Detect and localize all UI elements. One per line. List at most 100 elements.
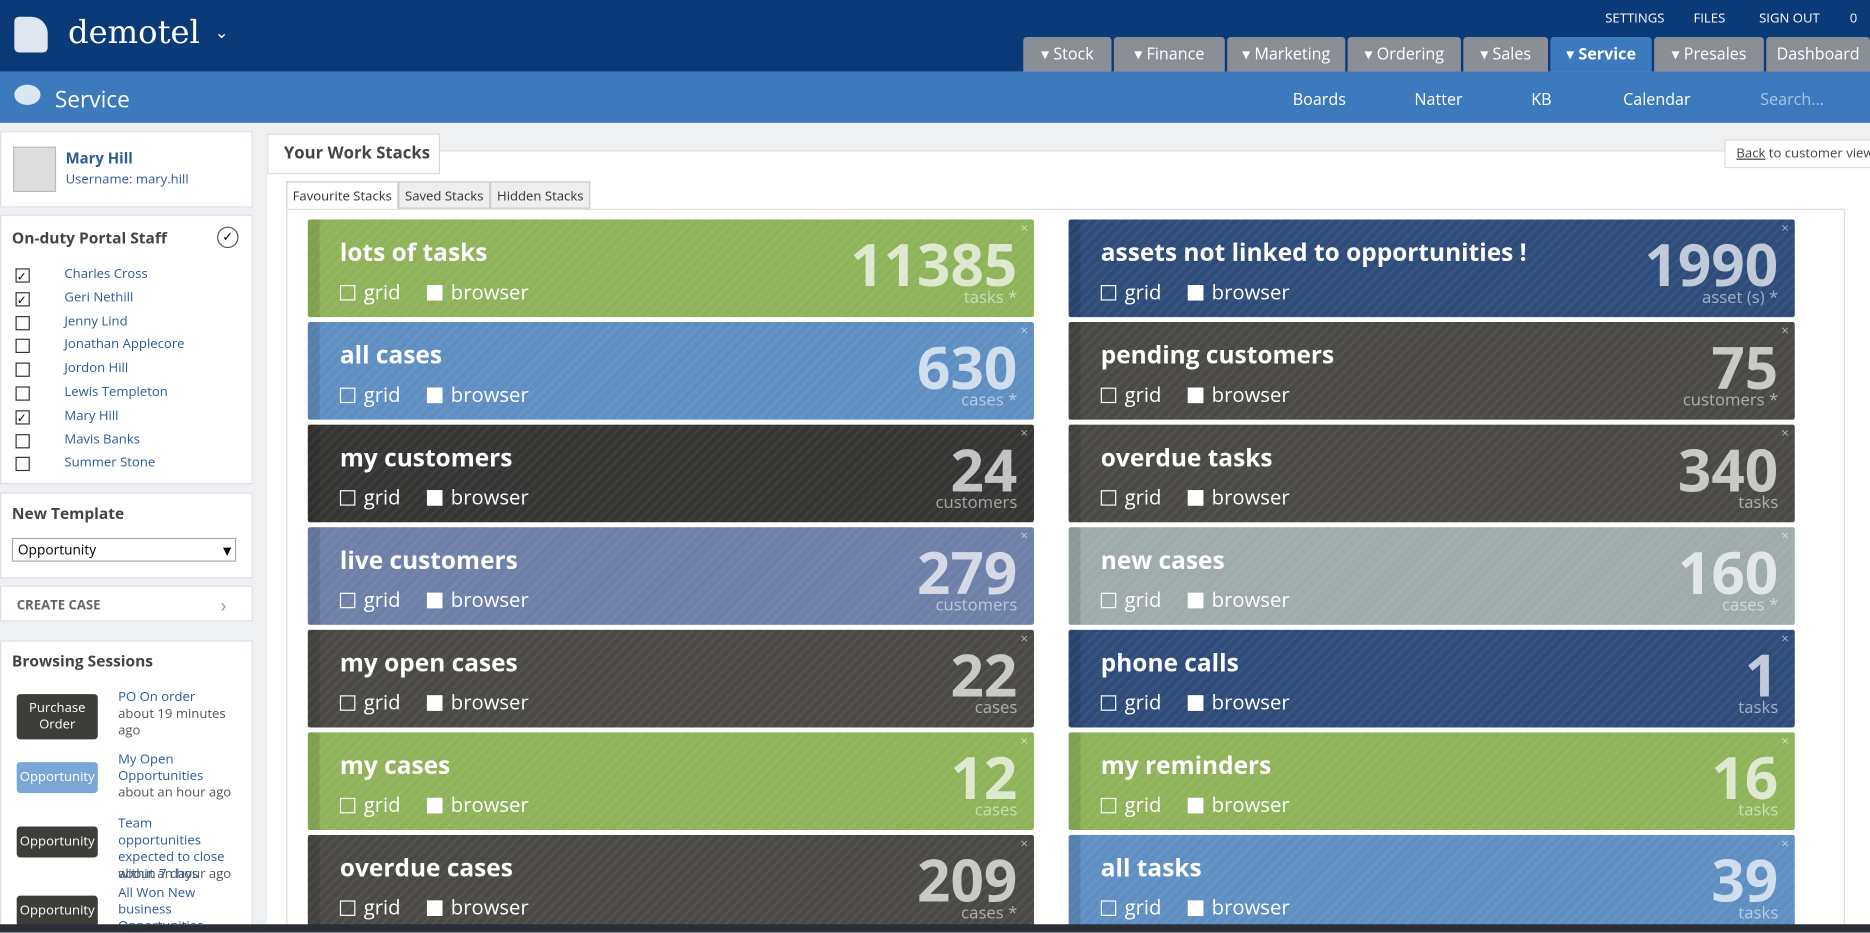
top-link[interactable]: SIGN OUT <box>1759 9 1820 28</box>
stack-option[interactable]: browser <box>426 688 529 716</box>
option-checkbox[interactable] <box>339 592 356 609</box>
stack-option[interactable]: browser <box>426 586 529 613</box>
stack-tab[interactable]: Favourite Stacks <box>286 181 399 209</box>
stack-tile[interactable]: all cases 630 cases * × grid browser <box>307 322 1034 420</box>
stack-tile[interactable]: my open cases 22 cases × grid browser <box>307 629 1034 728</box>
nav-tab[interactable]: ▾ Sales <box>1463 36 1548 72</box>
staff-name[interactable]: Mary Hill <box>64 406 119 425</box>
stack-option[interactable]: browser <box>426 483 529 510</box>
staff-name[interactable]: Jonathan Applecore <box>64 335 185 354</box>
stack-tile[interactable]: my customers 24 customers × grid browser <box>307 424 1034 523</box>
stack-tile[interactable]: my cases 12 cases × grid browser <box>307 732 1034 831</box>
stack-option[interactable]: browser <box>1187 380 1290 408</box>
staff-checkbox[interactable] <box>15 315 30 330</box>
staff-name[interactable]: Jenny Lind <box>64 311 128 330</box>
staff-name[interactable]: Jordon Hill <box>64 359 129 378</box>
stack-option[interactable]: grid <box>1100 278 1161 305</box>
session-text[interactable]: PO On order <box>118 688 196 707</box>
nav-tab[interactable]: Dashboard <box>1766 36 1870 72</box>
option-checkbox[interactable] <box>1187 592 1204 609</box>
session-badge[interactable]: Opportunity <box>16 895 98 927</box>
stack-option[interactable]: browser <box>426 893 529 921</box>
option-checkbox[interactable] <box>426 490 443 506</box>
staff-checkbox[interactable]: ✓ <box>15 410 30 425</box>
stack-option[interactable]: grid <box>339 586 401 613</box>
tool-link[interactable]: KB <box>1531 88 1552 110</box>
option-checkbox[interactable] <box>1187 900 1204 916</box>
nav-tab[interactable]: ▾ Stock <box>1023 36 1112 72</box>
stack-tile[interactable]: assets not linked to opportunities ! 1990… <box>1068 219 1795 318</box>
stack-option[interactable]: browser <box>426 278 529 305</box>
option-checkbox[interactable] <box>1187 490 1204 506</box>
nav-tab[interactable]: ▾ Ordering <box>1347 36 1461 72</box>
nav-tab[interactable]: ▾ Marketing <box>1227 36 1346 72</box>
stack-option[interactable]: grid <box>339 380 401 408</box>
stack-option[interactable]: browser <box>1187 791 1290 818</box>
option-checkbox[interactable] <box>426 285 443 301</box>
option-checkbox[interactable] <box>426 900 443 916</box>
staff-checkbox[interactable]: ✓ <box>15 268 30 283</box>
stack-option[interactable]: grid <box>339 893 401 921</box>
option-checkbox[interactable] <box>426 797 443 814</box>
top-link[interactable]: SETTINGS <box>1605 9 1665 28</box>
stack-tile[interactable]: pending customers 75 customers * × grid brows… <box>1068 322 1795 420</box>
option-checkbox[interactable] <box>339 387 356 404</box>
user-name[interactable]: Mary Hill <box>65 147 133 169</box>
nav-tab[interactable]: ▾ Presales <box>1654 36 1764 72</box>
stack-option[interactable]: browser <box>426 791 529 818</box>
option-checkbox[interactable] <box>339 490 356 506</box>
option-checkbox[interactable] <box>1100 900 1117 916</box>
option-checkbox[interactable] <box>1100 695 1117 711</box>
session-badge[interactable]: Opportunity <box>16 826 98 858</box>
stack-tab[interactable]: Hidden Stacks <box>490 181 591 209</box>
stack-option[interactable]: grid <box>1100 586 1161 613</box>
tool-link[interactable]: Natter <box>1414 88 1463 110</box>
back-link[interactable]: Back <box>1736 144 1766 163</box>
stack-option[interactable]: grid <box>1100 893 1161 921</box>
stack-tile[interactable]: all tasks 39 tasks × grid browser <box>1068 834 1795 933</box>
stack-tile[interactable]: lots of tasks 11385 tasks * × grid browser <box>307 219 1034 318</box>
session-text[interactable]: My Open Opportunities <box>118 750 204 785</box>
staff-checkbox[interactable] <box>15 339 30 354</box>
tool-link[interactable]: Calendar <box>1623 88 1691 110</box>
option-checkbox[interactable] <box>426 695 443 711</box>
staff-checkbox[interactable] <box>15 433 30 448</box>
staff-checkbox[interactable] <box>15 362 30 378</box>
option-checkbox[interactable] <box>339 285 356 301</box>
option-checkbox[interactable] <box>1187 285 1204 301</box>
stack-option[interactable]: grid <box>1100 791 1161 818</box>
option-checkbox[interactable] <box>1100 285 1117 301</box>
stack-tile[interactable]: overdue tasks 340 tasks × grid browser <box>1068 424 1795 523</box>
staff-name[interactable]: Mavis Banks <box>64 430 140 448</box>
option-checkbox[interactable] <box>1187 695 1204 711</box>
option-checkbox[interactable] <box>426 387 443 404</box>
stack-option[interactable]: browser <box>1187 586 1290 613</box>
create-case[interactable]: CREATE CASE › <box>0 585 253 622</box>
nav-tab[interactable]: ▾ Finance <box>1113 36 1225 72</box>
stack-tab[interactable]: Saved Stacks <box>398 181 491 209</box>
stack-option[interactable]: grid <box>339 483 401 510</box>
stack-option[interactable]: browser <box>1187 278 1290 305</box>
top-link[interactable]: 0 <box>1849 9 1858 28</box>
stack-option[interactable]: grid <box>1100 688 1161 716</box>
template-select[interactable]: Opportunity <box>11 537 237 562</box>
stack-tile[interactable]: my reminders 16 tasks × grid browser <box>1068 732 1795 831</box>
stack-option[interactable]: browser <box>1187 688 1290 716</box>
staff-name[interactable]: Geri Nethill <box>64 288 134 307</box>
staff-checkbox[interactable] <box>15 457 30 472</box>
staff-name[interactable]: Lewis Templeton <box>64 382 168 401</box>
nav-tab[interactable]: ▾ Service <box>1550 36 1652 72</box>
tool-link[interactable]: Boards <box>1292 88 1346 110</box>
stack-option[interactable]: grid <box>339 688 401 716</box>
stack-option[interactable]: grid <box>1100 380 1161 408</box>
stack-tile[interactable]: new cases 160 cases * × grid browser <box>1068 527 1795 625</box>
option-checkbox[interactable] <box>339 797 356 814</box>
stack-option[interactable]: grid <box>1100 483 1161 510</box>
top-link[interactable]: FILES <box>1693 9 1726 28</box>
option-checkbox[interactable] <box>426 592 443 609</box>
staff-name[interactable]: Charles Cross <box>64 264 148 283</box>
session-badge[interactable]: Opportunity <box>16 762 98 794</box>
stack-tile[interactable]: live customers 279 customers × grid browser <box>307 527 1034 625</box>
stack-tile[interactable]: overdue cases 209 cases * × grid browser <box>307 834 1034 933</box>
stack-option[interactable]: browser <box>1187 483 1290 510</box>
